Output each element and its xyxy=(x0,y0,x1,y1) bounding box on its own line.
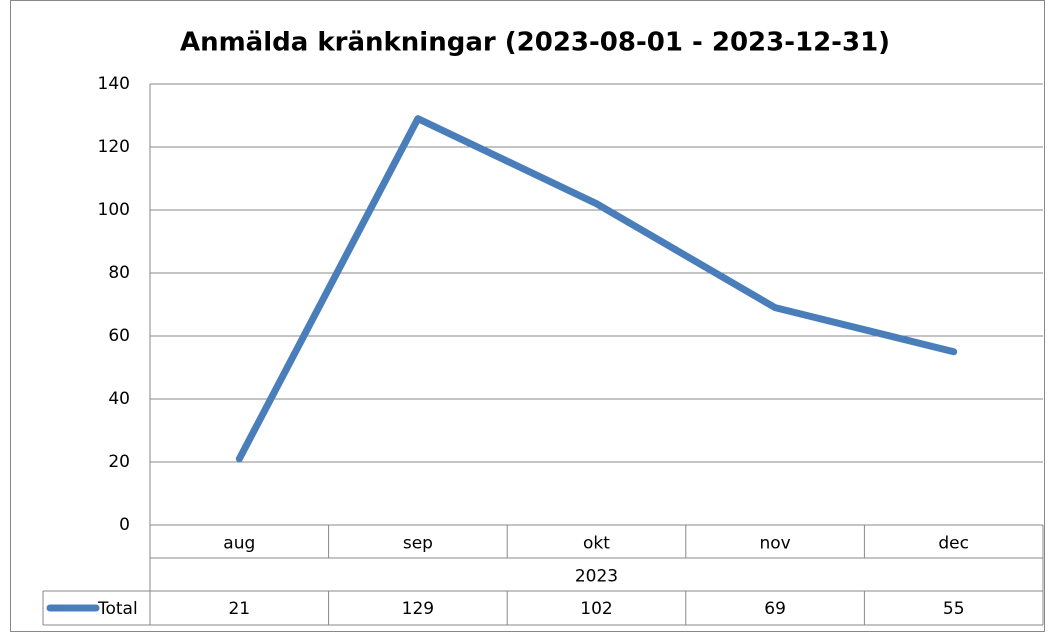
y-tick-label: 80 xyxy=(108,263,130,283)
x-tick-label: okt xyxy=(583,534,610,554)
table-value: 102 xyxy=(580,599,612,619)
table-value: 69 xyxy=(764,599,786,619)
y-tick-label: 140 xyxy=(98,74,130,94)
chart-title: Anmälda kränkningar (2023-08-01 - 2023-1… xyxy=(180,28,890,58)
x-tick-label: nov xyxy=(759,534,790,554)
y-tick-label: 120 xyxy=(98,137,130,157)
y-tick-label: 0 xyxy=(119,515,130,535)
table-value: 21 xyxy=(228,599,250,619)
table-value: 129 xyxy=(402,599,434,619)
series-line xyxy=(235,115,958,463)
y-tick-label: 20 xyxy=(108,452,130,472)
y-tick-label: 40 xyxy=(108,389,130,409)
y-tick-label: 100 xyxy=(98,200,130,220)
legend-label: Total xyxy=(97,599,138,619)
x-tick-label: sep xyxy=(403,534,433,554)
chart-border xyxy=(10,0,1045,632)
category-group-label: 2023 xyxy=(575,567,618,587)
x-tick-label: dec xyxy=(938,534,969,554)
table-value: 55 xyxy=(943,599,965,619)
y-tick-label: 60 xyxy=(108,326,130,346)
x-tick-label: aug xyxy=(223,534,255,554)
